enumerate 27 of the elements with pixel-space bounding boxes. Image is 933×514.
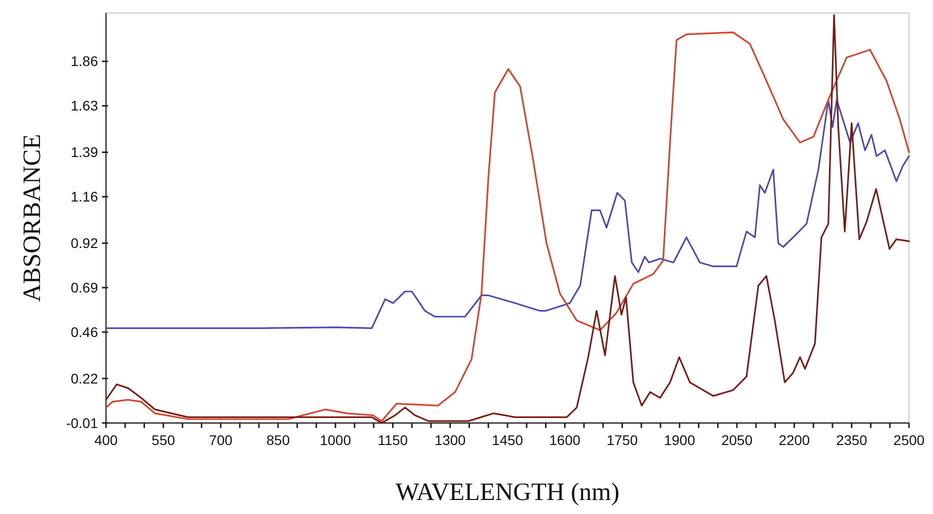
y-tick-label: 0.92 (70, 235, 98, 252)
y-tick-label: 0.69 (70, 280, 98, 296)
x-tick-label: 2500 (893, 432, 925, 448)
y-tick-label: 1.86 (70, 53, 98, 70)
y-tick-label: 1.16 (70, 188, 98, 205)
x-tick-label: 2200 (778, 432, 810, 448)
y-tick-label: 1.63 (70, 98, 98, 114)
x-tick-label: 1300 (434, 432, 466, 448)
y-tick-label: 0.46 (70, 324, 98, 340)
x-tick-label: 700 (209, 432, 233, 448)
x-tick-label: 1900 (664, 432, 696, 448)
x-axis-title: WAVELENGTH (nm) (396, 479, 620, 506)
x-tick-label: 2350 (836, 432, 868, 448)
x-tick-label: 1450 (492, 432, 524, 448)
y-tick-label: 1.39 (70, 144, 98, 160)
x-tick-label: 1150 (378, 432, 408, 448)
y-tick-label: 0.22 (70, 370, 98, 386)
x-tick-label: 550 (152, 432, 176, 448)
x-tick-label: 850 (266, 432, 290, 448)
x-tick-label: 1750 (606, 432, 638, 448)
x-tick-label: 1000 (320, 432, 352, 448)
x-tick-label: 400 (94, 432, 118, 448)
y-tick-label: -0.01 (66, 414, 98, 431)
line-series (105, 99, 910, 330)
y-axis-title: ABSORBANCE (19, 134, 46, 302)
x-tick-label: 2050 (721, 432, 753, 448)
x-tick-label: 1600 (549, 432, 581, 448)
